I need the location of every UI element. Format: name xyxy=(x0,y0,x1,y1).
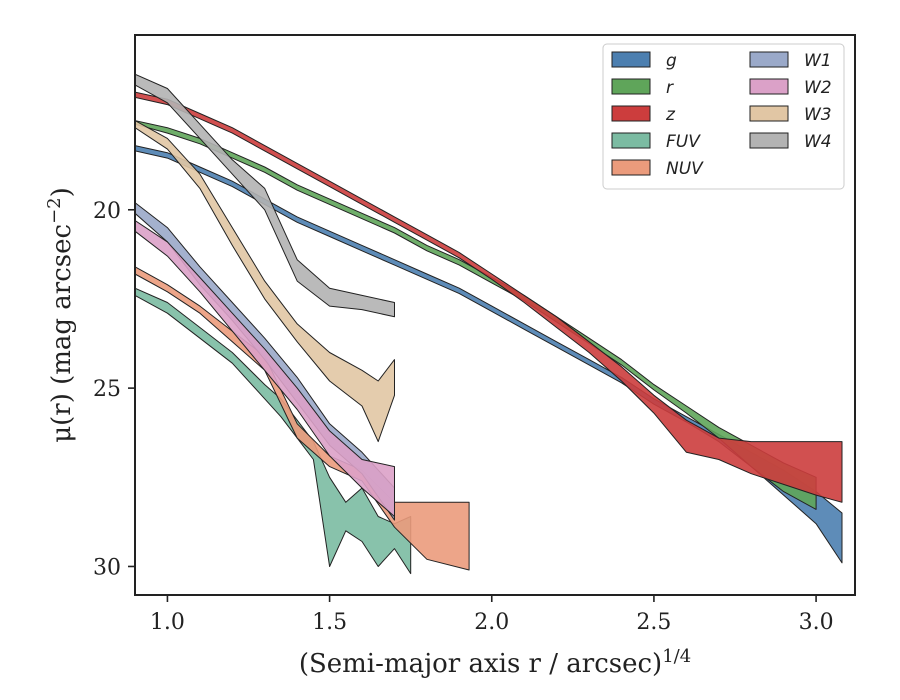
band-z xyxy=(135,91,843,503)
legend: grz FUV NUV W1 W2 W3 W4 xyxy=(602,43,845,190)
y-tick-label: 20 xyxy=(93,199,121,224)
band-g xyxy=(135,145,843,564)
x-tick-label: 2.0 xyxy=(474,610,509,635)
band-nuv xyxy=(135,266,470,571)
legend-swatch-w3 xyxy=(749,105,789,122)
legend-label-w3: W3 xyxy=(804,105,832,125)
legend-swatch-nuv xyxy=(611,159,651,176)
x-axis-title: (Semi-major axis r / arcsec)1/4 xyxy=(299,646,691,680)
legend-label-w1: W1 xyxy=(804,51,832,71)
legend-swatch-r xyxy=(611,78,651,95)
legend-label-nuv: NUV xyxy=(666,159,704,179)
band-fuv xyxy=(135,287,412,575)
band-w2 xyxy=(135,220,395,517)
legend-label-g: g xyxy=(666,51,677,71)
band-w4 xyxy=(135,73,395,318)
legend-swatch-g xyxy=(611,51,651,68)
axis-ticks: 1.0 1.5 2.0 2.5 3.0 20 25 30 xyxy=(93,199,834,635)
legend-swatch-w4 xyxy=(749,132,789,149)
legend-label-w2: W2 xyxy=(804,78,832,98)
legend-label-fuv: FUV xyxy=(666,132,701,152)
band-w3 xyxy=(135,120,395,443)
x-tick-label: 1.5 xyxy=(312,610,347,635)
plot-frame xyxy=(134,34,856,596)
x-tick-label: 1.0 xyxy=(150,610,185,635)
y-tick-label: 25 xyxy=(93,377,121,402)
legend-label-z: z xyxy=(665,105,676,125)
x-tick-label: 3.0 xyxy=(799,610,834,635)
band-r xyxy=(135,120,817,510)
legend-swatch-w2 xyxy=(749,78,789,95)
y-tick-label: 30 xyxy=(93,555,121,580)
y-axis-title: μ(r) (mag arcsec−2) xyxy=(44,187,78,443)
x-tick-label: 2.5 xyxy=(636,610,671,635)
legend-label-r: r xyxy=(666,78,674,98)
legend-label-w4: W4 xyxy=(804,132,832,152)
legend-swatch-z xyxy=(611,105,651,122)
legend-swatch-fuv xyxy=(611,132,651,149)
series-bands xyxy=(135,73,843,575)
legend-swatch-w1 xyxy=(749,51,789,68)
